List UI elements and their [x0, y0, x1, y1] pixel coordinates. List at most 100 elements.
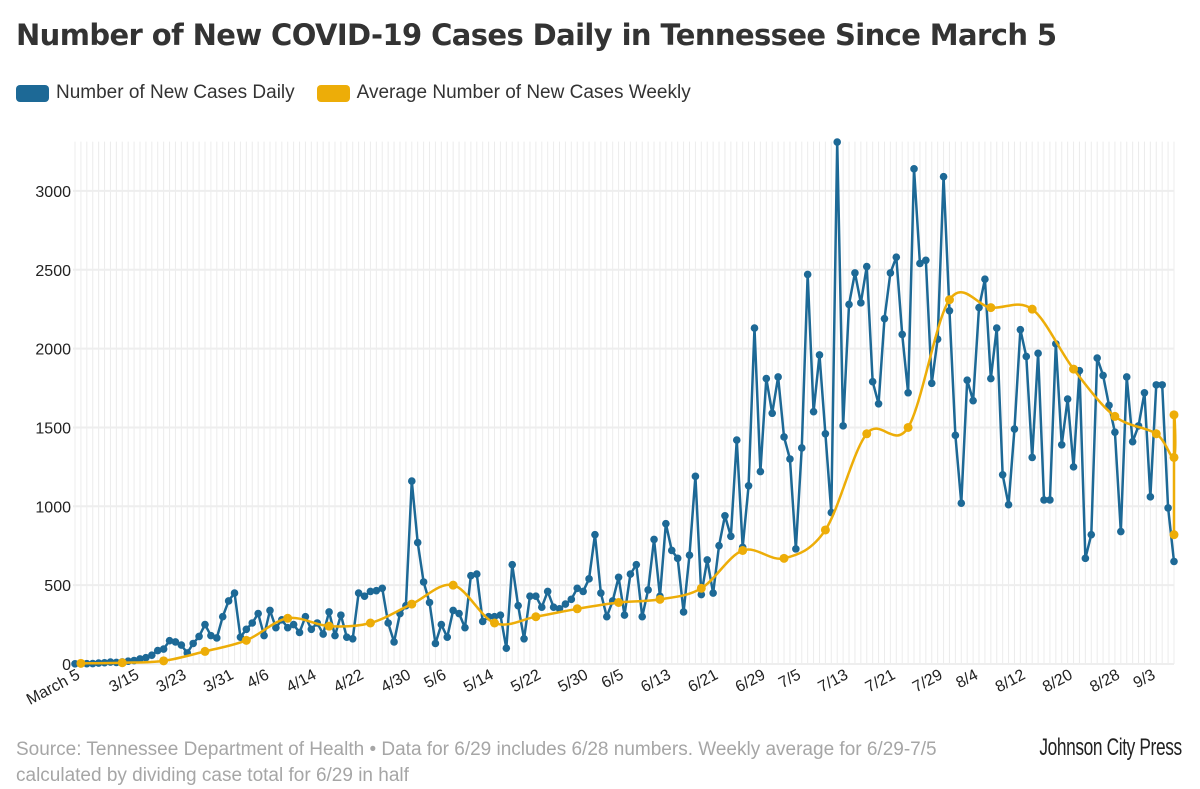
daily-cases-point: [774, 373, 782, 381]
daily-cases-point: [892, 253, 901, 261]
daily-cases-point: [248, 619, 257, 627]
daily-cases-point: [431, 639, 440, 648]
daily-cases-point: [490, 612, 499, 621]
daily-cases-point: [626, 570, 635, 578]
daily-cases-point: [342, 633, 351, 641]
daily-cases-point: [142, 653, 150, 662]
y-tick-label: 1000: [35, 499, 71, 516]
daily-cases-point: [295, 628, 304, 637]
daily-cases-point: [1111, 428, 1119, 436]
daily-cases-point: [673, 554, 682, 563]
daily-cases-point: [407, 477, 416, 485]
daily-cases-point: [201, 620, 209, 629]
daily-cases-point: [868, 377, 877, 386]
x-tick-label: 7/21: [863, 666, 899, 696]
weekly-average-point: [572, 604, 582, 614]
daily-cases-point: [1164, 504, 1172, 512]
x-tick-label: 5/14: [461, 666, 497, 696]
daily-cases-point: [561, 600, 570, 608]
x-tick-label: 9/3: [1131, 666, 1159, 691]
weekly-average-point: [1169, 530, 1179, 540]
legend-label-weekly-average: Average Number of New Cases Weekly: [356, 82, 691, 103]
line-chart: 0 500 1000 1500 2000 2500 3000 March 5 3/15 3/23…: [24, 138, 1179, 709]
daily-cases-point: [254, 609, 262, 618]
daily-cases-point: [331, 631, 339, 640]
daily-cases-point: [916, 259, 924, 268]
daily-cases-point: [325, 608, 333, 616]
daily-cases-point: [1087, 530, 1096, 539]
daily-cases-point: [1105, 401, 1113, 410]
daily-cases-point: [218, 612, 227, 621]
daily-cases-point: [537, 603, 546, 612]
daily-cases-point: [880, 314, 889, 323]
daily-cases-point: [851, 269, 859, 277]
daily-cases-point: [508, 560, 517, 569]
weekly-average-point: [283, 613, 293, 623]
source-note: Source: Tennessee Department of Health •…: [16, 739, 937, 786]
weekly-average-point: [531, 612, 541, 622]
daily-cases-point: [272, 623, 280, 632]
daily-cases-point: [1081, 554, 1090, 563]
x-tick-label: 7/5: [776, 666, 804, 691]
daily-cases-point: [230, 589, 239, 597]
daily-cases-point: [348, 634, 357, 643]
daily-cases-point: [242, 625, 251, 634]
x-tick-label: 5/22: [508, 666, 544, 696]
daily-cases-point: [963, 376, 971, 384]
weekly-average-point: [407, 599, 417, 609]
daily-cases-point: [927, 379, 936, 388]
daily-cases-point: [750, 324, 759, 332]
daily-cases-point: [1069, 463, 1078, 471]
weekly-average-point: [903, 422, 913, 432]
x-tick-label: 3/15: [106, 666, 142, 696]
weekly-average-point: [696, 583, 706, 593]
daily-cases-point: [213, 634, 221, 642]
daily-cases-point: [526, 592, 534, 600]
legend-item-daily[interactable]: Number of New Cases Daily: [16, 82, 295, 104]
x-tick-label: 5/30: [556, 666, 592, 696]
daily-cases-point: [1010, 425, 1019, 433]
daily-cases-point: [1016, 325, 1025, 334]
daily-cases-point: [165, 636, 174, 645]
weekly-average-point: [738, 545, 748, 555]
daily-cases-point: [1117, 527, 1125, 536]
daily-cases-point: [1040, 496, 1048, 504]
daily-cases-point: [1093, 354, 1101, 362]
daily-cases-point: [780, 433, 788, 441]
daily-cases-point: [148, 651, 156, 659]
daily-cases-point: [975, 303, 983, 312]
x-tick-label: 6/21: [686, 666, 722, 696]
daily-cases-point: [650, 535, 658, 544]
x-tick-label: 7/29: [910, 666, 946, 696]
daily-cases-point: [756, 467, 765, 476]
weekly-average-point: [241, 635, 251, 645]
daily-cases-point: [1034, 349, 1042, 358]
daily-cases-point: [945, 306, 954, 315]
weekly-average-point: [820, 525, 830, 535]
legend-label-daily: Number of New Cases Daily: [56, 82, 295, 103]
x-tick-label: 6/5: [599, 666, 627, 691]
daily-cases-point: [189, 639, 197, 648]
daily-cases-point: [667, 546, 676, 555]
x-axis: March 5 3/15 3/23 3/31 4/6 4/14 4/22 4/30 5/6 5/1…: [24, 666, 1158, 708]
daily-cases-point: [815, 351, 824, 359]
horizontal-gridlines: [73, 189, 1174, 665]
daily-cases-point: [874, 399, 883, 408]
daily-cases-point: [632, 560, 641, 569]
daily-cases-point: [644, 586, 652, 594]
x-tick-label: 6/29: [733, 666, 769, 696]
daily-cases-point: [207, 631, 215, 640]
legend-item-weekly-average[interactable]: Average Number of New Cases Weekly: [316, 82, 691, 104]
x-tick-label: 4/22: [331, 666, 367, 696]
daily-cases-point: [638, 612, 647, 621]
x-tick-label: 8/28: [1087, 666, 1123, 696]
daily-cases-point: [266, 606, 274, 615]
daily-cases-point: [354, 589, 363, 597]
daily-cases-point: [721, 511, 729, 520]
weekly-average-point: [655, 594, 665, 604]
daily-cases-series: [71, 138, 1178, 668]
daily-cases-point: [839, 422, 847, 430]
daily-cases-point: [437, 620, 446, 629]
x-tick-label: 4/30: [378, 666, 414, 696]
daily-cases-point: [567, 595, 576, 604]
